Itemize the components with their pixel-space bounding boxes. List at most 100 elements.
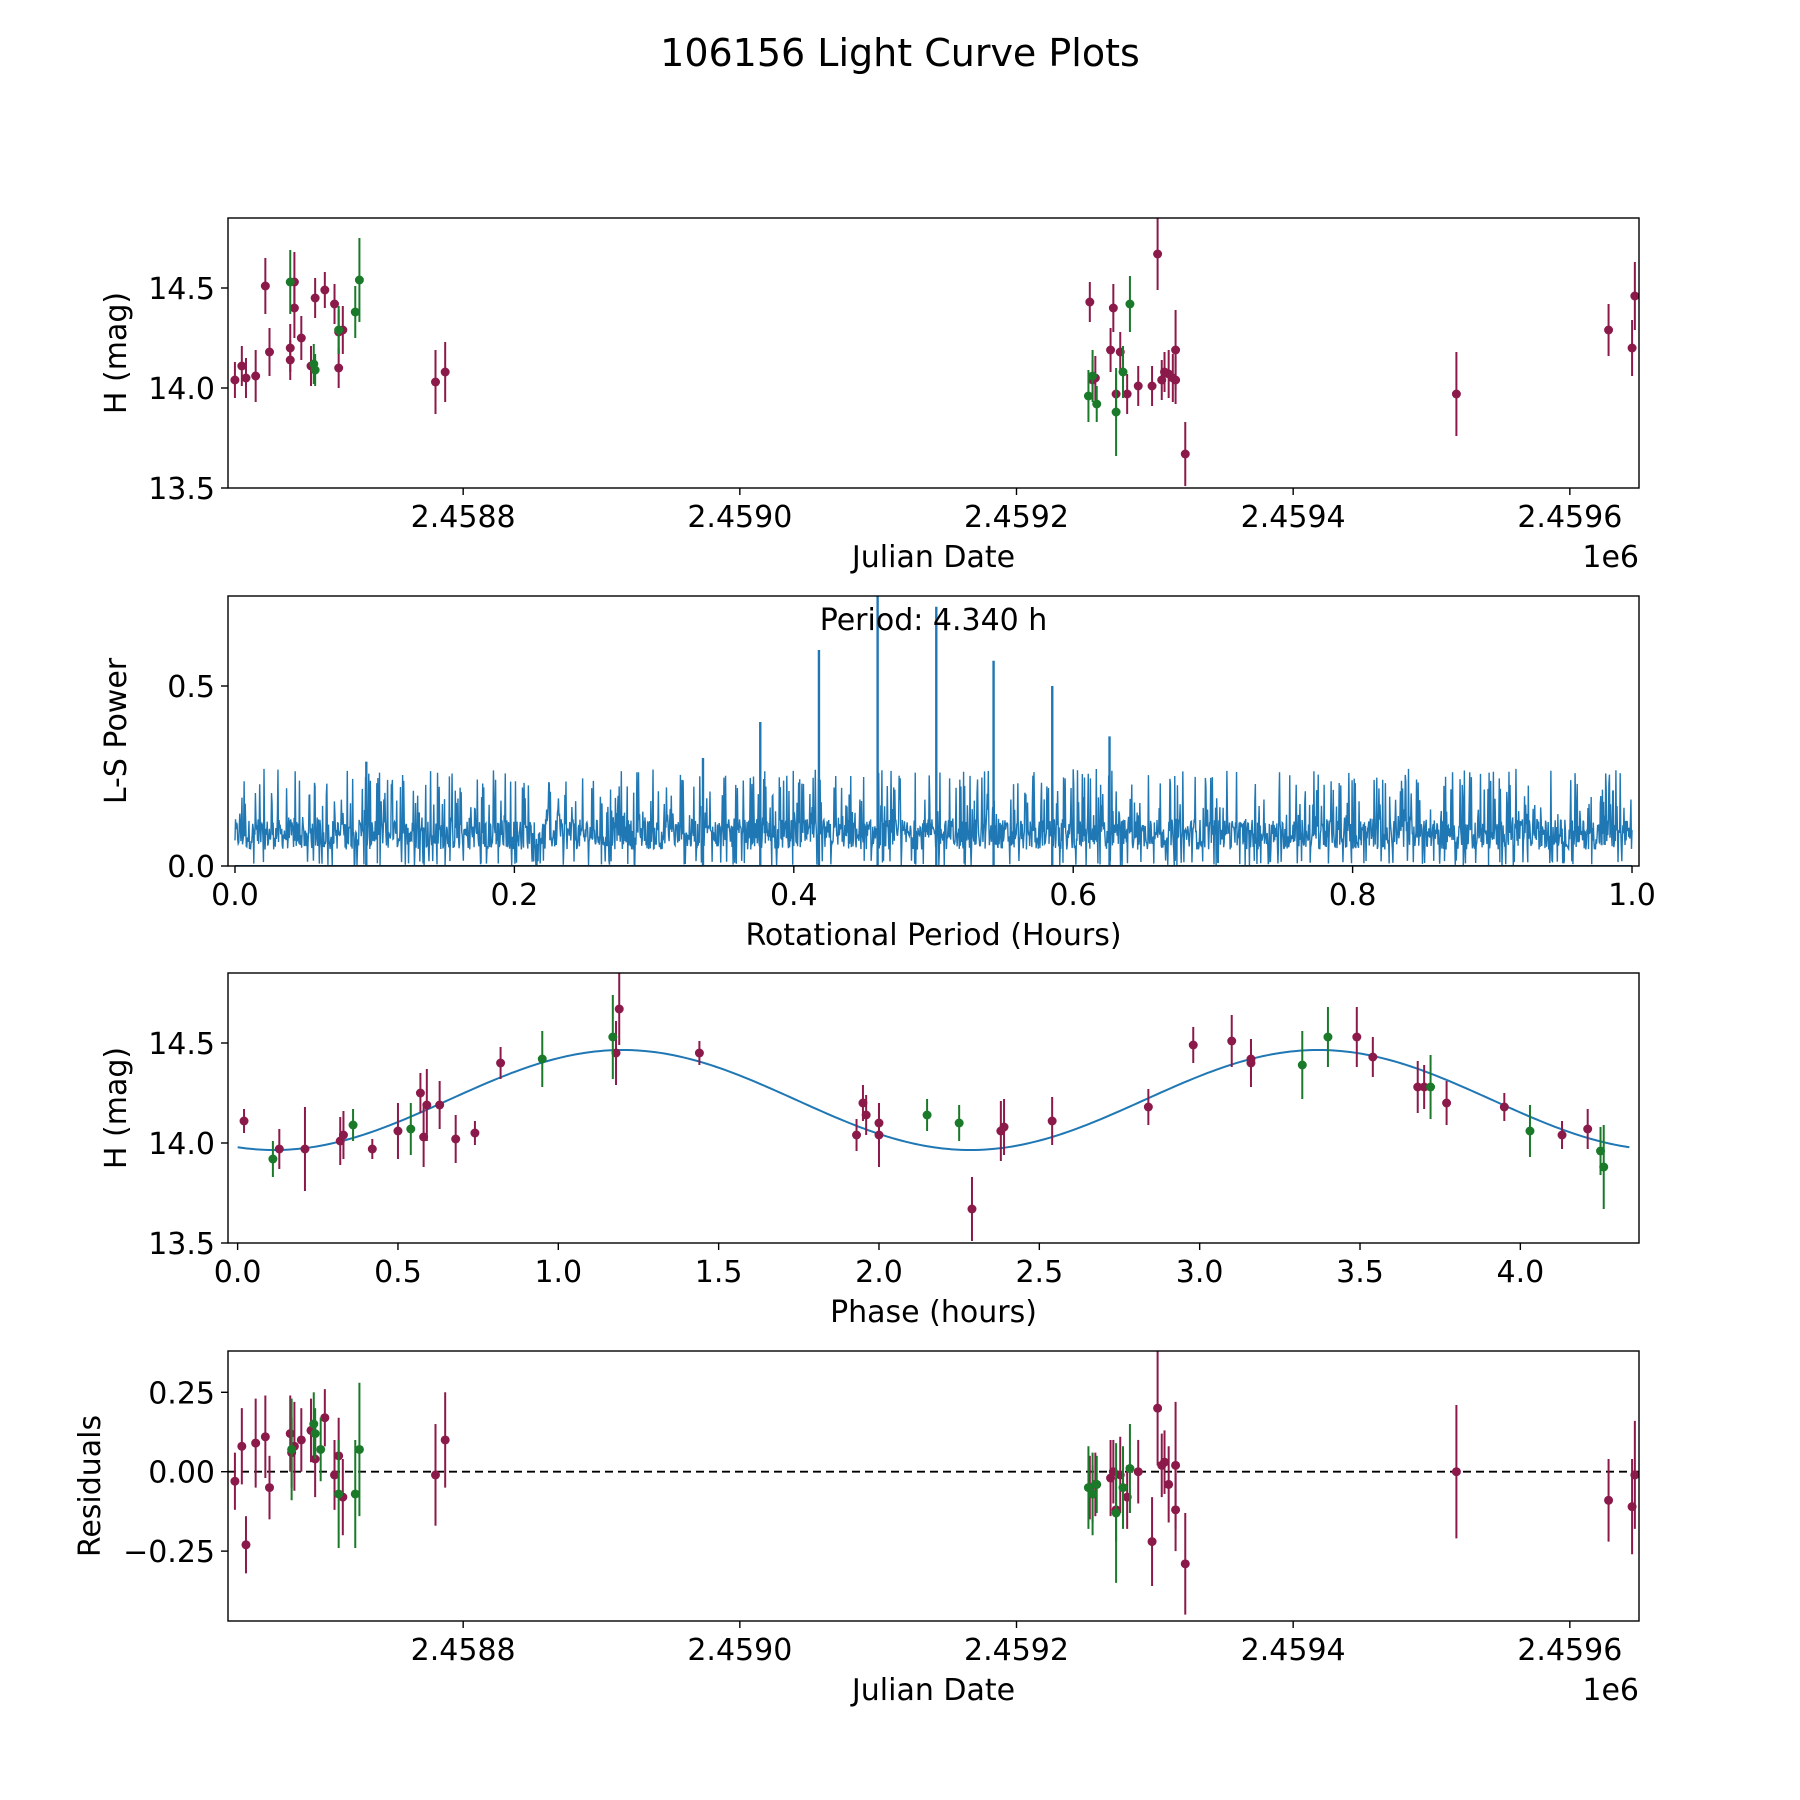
maroon-data-point [310, 293, 320, 303]
maroon-data-point [451, 1134, 461, 1144]
green-data-point [1323, 1032, 1333, 1042]
maroon-data-point [1630, 1470, 1639, 1480]
maroon-data-point [1047, 1116, 1057, 1126]
residuals-x-tick-label: 2.4590 [687, 1633, 792, 1668]
green-data-point [334, 325, 344, 335]
maroon-data-point [239, 1116, 249, 1126]
maroon-data-point [1106, 345, 1116, 355]
lightcurve-plot-area [230, 218, 1639, 486]
maroon-data-point [1227, 1036, 1237, 1046]
maroon-data-point [230, 375, 240, 385]
green-data-point [1083, 1483, 1093, 1493]
lightcurve-x-tick-label: 2.4594 [1241, 500, 1346, 535]
periodogram-panel: Period: 4.340 h 0.0 0.2 0.4 0.6 0.8 1.0 0.0 0.5 R… [99, 595, 1656, 953]
maroon-data-point [431, 1470, 440, 1480]
phased-x-axis-label: Phase (hours) [830, 1295, 1037, 1330]
maroon-data-point [320, 285, 330, 295]
maroon-data-point [999, 1122, 1009, 1132]
maroon-data-point [852, 1130, 862, 1140]
maroon-data-point [694, 1048, 704, 1058]
residuals-y-tick-label: 0.00 [148, 1456, 215, 1491]
residuals-y-axis-label: Residuals [73, 1415, 108, 1557]
maroon-data-point [1413, 1082, 1423, 1092]
maroon-data-point [1143, 1102, 1153, 1112]
maroon-data-point [1180, 1559, 1190, 1569]
phased-y-tick-label: 14.0 [148, 1127, 215, 1162]
green-data-point [1088, 371, 1098, 381]
phased-x-tick-label: 0.5 [374, 1255, 422, 1290]
residuals-x-tick-label: 2.4596 [1517, 1633, 1622, 1668]
green-data-point [1111, 1508, 1121, 1518]
maroon-data-point [614, 1004, 624, 1014]
phased-x-tick-label: 3.0 [1176, 1255, 1224, 1290]
phased-axes-frame [227, 972, 1640, 1244]
lightcurve-y-axis-label: H (mag) [99, 292, 134, 414]
lightcurve-x-offset-label: 1e6 [1582, 540, 1639, 575]
periodogram-x-tick-label: 0.4 [770, 878, 818, 913]
maroon-data-point [1085, 297, 1095, 307]
periodogram-noise-line [234, 768, 1633, 866]
maroon-data-point [237, 1441, 247, 1451]
lightcurve-y-tick-label: 14.5 [148, 272, 215, 307]
maroon-data-point [260, 1432, 270, 1442]
green-data-point [1599, 1162, 1609, 1172]
phased-y-axis-label: H (mag) [99, 1047, 134, 1169]
maroon-data-point [334, 363, 344, 373]
maroon-data-point [296, 333, 306, 343]
lightcurve-x-tick-label: 2.4588 [411, 500, 516, 535]
lightcurve-x-axis-label: Julian Date [850, 540, 1015, 575]
maroon-data-point [251, 1438, 261, 1448]
periodogram-y-axis-label: L-S Power [99, 657, 134, 804]
maroon-data-point [431, 377, 440, 387]
residuals-panel: 2.4588 2.4590 2.4592 2.4594 2.4596 −0.25 0.00 0… [73, 1350, 1640, 1708]
green-data-point [1125, 299, 1135, 309]
periodogram-axes-frame [227, 595, 1640, 867]
periodogram-x-tick-label: 0.2 [491, 878, 539, 913]
green-data-point [316, 1444, 326, 1454]
periodogram-plot-area [234, 596, 1633, 866]
green-data-point [348, 1120, 358, 1130]
maroon-data-point [1171, 1460, 1181, 1470]
residuals-x-tick-label: 2.4594 [1241, 1633, 1346, 1668]
maroon-data-point [415, 1088, 425, 1098]
green-data-point [334, 1489, 344, 1499]
phased-plot-area [237, 973, 1630, 1241]
lightcurve-axes-frame [227, 217, 1640, 489]
lightcurve-y-tick-label: 14.0 [148, 372, 215, 407]
lightcurve-x-tick-label: 2.4592 [964, 500, 1069, 535]
maroon-data-point [967, 1204, 977, 1214]
maroon-data-point [251, 371, 261, 381]
green-data-point [1118, 367, 1128, 377]
periodogram-x-tick-label: 0.0 [211, 878, 259, 913]
maroon-data-point [300, 1144, 310, 1154]
phased-x-tick-label: 3.5 [1336, 1255, 1384, 1290]
periodogram-y-tick-label: 0.5 [167, 670, 215, 705]
green-data-point [310, 1429, 320, 1439]
maroon-data-point [393, 1126, 403, 1136]
maroon-data-point [330, 1470, 340, 1480]
green-data-point [350, 1489, 360, 1499]
residuals-y-tick-label: 0.25 [148, 1376, 215, 1411]
maroon-data-point [1153, 249, 1163, 259]
maroon-data-point [1133, 1467, 1143, 1477]
maroon-data-point [861, 1110, 871, 1120]
maroon-data-point [265, 347, 274, 357]
maroon-data-point [1180, 449, 1190, 459]
maroon-data-point [1499, 1102, 1509, 1112]
green-data-point [268, 1154, 278, 1164]
green-data-point [285, 277, 295, 287]
phased-x-tick-label: 1.0 [534, 1255, 582, 1290]
green-data-point [287, 1444, 297, 1454]
maroon-data-point [338, 1130, 348, 1140]
maroon-data-point [440, 367, 450, 377]
residuals-x-tick-label: 2.4588 [411, 1633, 516, 1668]
maroon-data-point [241, 1540, 251, 1550]
panels: 2.4588 2.4590 2.4592 2.4594 2.4596 13.5 14.0 14… [73, 217, 1656, 1708]
green-data-point [1525, 1126, 1535, 1136]
maroon-data-point [1122, 389, 1132, 399]
phased-x-tick-label: 2.0 [855, 1255, 903, 1290]
green-data-point [1092, 399, 1102, 409]
green-data-point [354, 1444, 364, 1454]
